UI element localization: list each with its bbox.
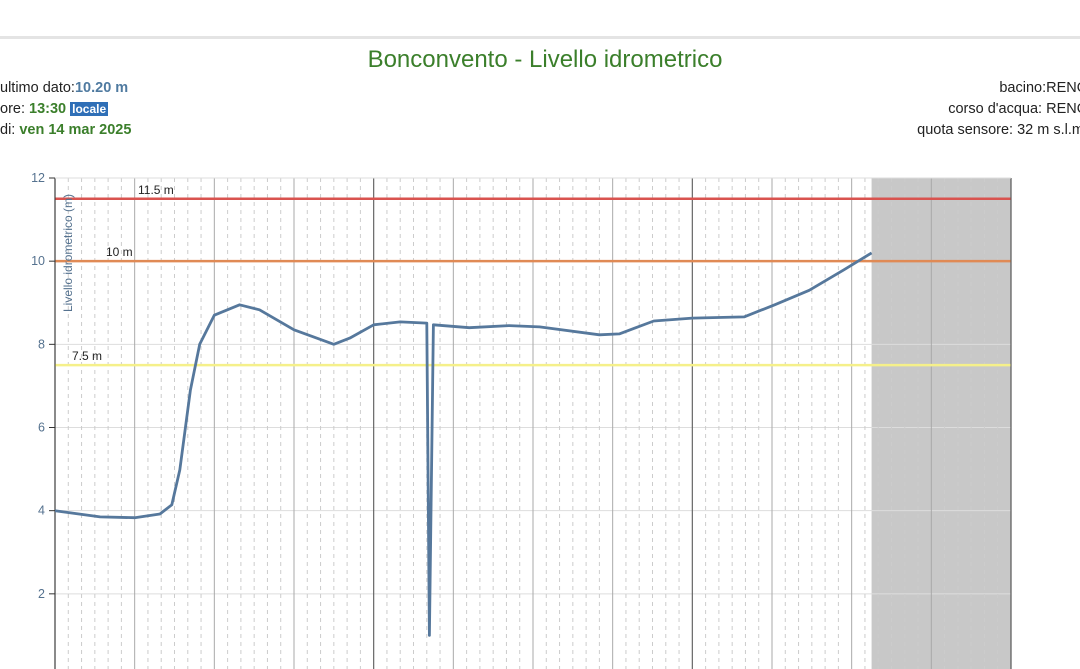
y-tick-label: 6 [38, 421, 45, 435]
threshold-label: 11.5 m [138, 183, 174, 197]
y-tick-label: 10 [31, 254, 45, 268]
time-label: ore: [0, 101, 30, 117]
basin: bacino:RENO [999, 80, 1080, 96]
y-tick-label: 12 [31, 171, 45, 185]
y-tick-label: 2 [38, 587, 45, 601]
chart-title: Bonconvento - Livello idrometrico [367, 46, 723, 73]
river: corso d'acqua: RENO [948, 101, 1080, 117]
station-info: bacino:RENO corso d'acqua: RENO quota se… [917, 78, 1080, 141]
y-tick-label: 8 [38, 337, 45, 351]
last-value: 10.20 m [74, 80, 129, 96]
date-value: ven 14 mar 2025 [19, 122, 132, 138]
y-axis-label: Livello idrometrico (m) [61, 194, 75, 312]
threshold-label: 10 m [106, 245, 133, 259]
level-series-line [54, 251, 873, 637]
future-shaded-area [871, 178, 1011, 669]
time-value: 13:30 [29, 101, 67, 117]
top-divider [0, 36, 1080, 39]
threshold-label: 7.5 m [72, 349, 102, 363]
last-label: ultimo dato: [0, 80, 75, 96]
sensor-altitude: quota sensore: 32 m s.l.m. [917, 122, 1080, 138]
date-label: di: [0, 122, 20, 138]
y-tick-label: 4 [38, 504, 45, 518]
last-data-info: ultimo dato:10.20 m ore: 13:30 locale di… [0, 78, 131, 141]
local-time-badge[interactable]: locale [69, 101, 110, 117]
